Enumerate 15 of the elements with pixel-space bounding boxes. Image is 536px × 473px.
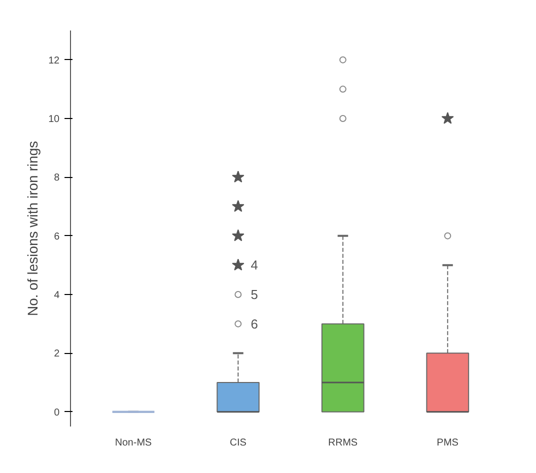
y-tick-label: 6 — [54, 231, 60, 242]
y-tick-label: 12 — [48, 55, 60, 66]
annotation: 5 — [250, 287, 258, 302]
annotation: 6 — [250, 316, 258, 332]
x-tick-label: RRMS — [328, 438, 358, 448]
x-tick-label: CIS — [230, 438, 247, 448]
y-tick-label: 4 — [54, 290, 60, 301]
y-tick-label: 8 — [54, 172, 60, 184]
annotation: 4 — [250, 258, 258, 273]
y-tick-label: 10 — [48, 114, 60, 125]
x-tick-label: PMS — [436, 438, 459, 448]
y-axis-title: No. of lesions with iron rings — [24, 140, 40, 316]
y-tick-label: 0 — [54, 407, 60, 418]
x-tick-label: Non-MS — [115, 438, 152, 448]
y-tick-label: 2 — [54, 348, 60, 360]
